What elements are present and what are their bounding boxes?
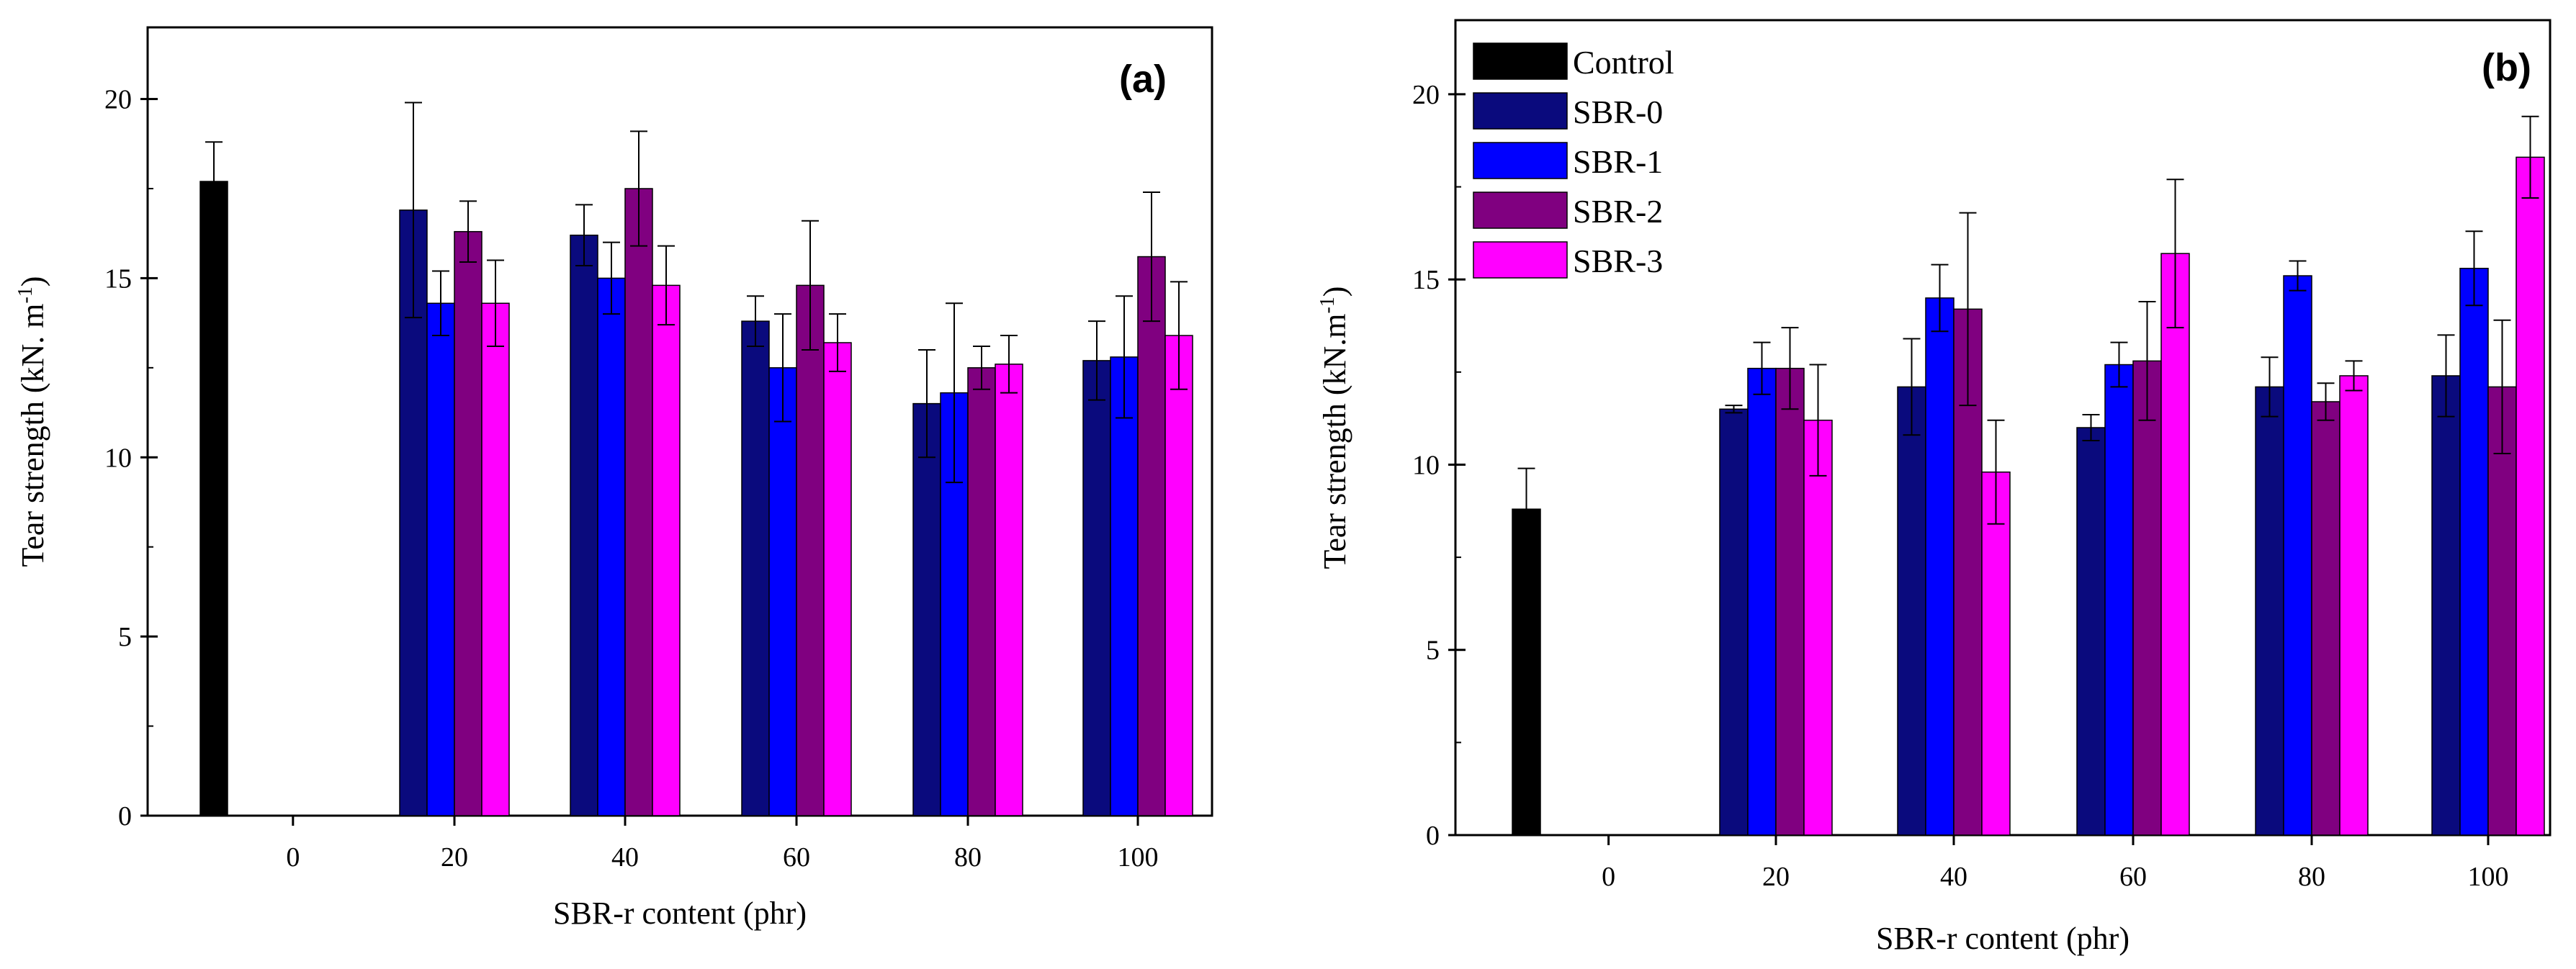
legend-label-sbr-1: SBR-1	[1573, 143, 1663, 180]
bar-sbr-2	[1775, 367, 1805, 836]
panel-label: (b)	[2482, 46, 2531, 89]
legend-label-sbr-0: SBR-0	[1573, 94, 1663, 130]
y-axis-title-main: Tear strength (kN. m	[15, 304, 50, 567]
y-tick-label: 20	[104, 85, 132, 115]
x-tick-label: 60	[2119, 862, 2147, 892]
legend-swatch-control	[1473, 42, 1568, 80]
chart-panel-b: 0 5 10 15 20 0 20 40 60 80 100 SBR-r content (phr) T…	[1316, 19, 2552, 956]
bar-sbr-2	[967, 367, 996, 816]
bar-sbr-3	[823, 342, 852, 816]
legend-label-control: Control	[1573, 44, 1674, 81]
x-tick-label: 0	[1602, 862, 1615, 892]
y-tick-label: 15	[104, 263, 132, 294]
y-tick-label: 0	[118, 801, 132, 831]
x-tick-label: 0	[286, 842, 300, 873]
bar-sbr-2	[1137, 256, 1166, 816]
x-tick-label: 100	[2468, 862, 2509, 892]
bar-sbr-2	[2132, 360, 2162, 836]
x-tick-label: 100	[1118, 842, 1159, 873]
bar-sbr-1	[1747, 367, 1777, 836]
bar-sbr-0	[570, 234, 598, 816]
bar-sbr-1	[2283, 275, 2312, 836]
legend-label-sbr-2: SBR-2	[1573, 193, 1663, 230]
bar-sbr-3	[1981, 471, 2011, 836]
y-tick-label: 5	[118, 622, 132, 652]
legend-label-sbr-3: SBR-3	[1573, 243, 1663, 279]
legend-swatch-sbr-0	[1473, 92, 1568, 130]
x-tick-label: 20	[441, 842, 468, 873]
x-tick-label: 40	[611, 842, 639, 873]
bar-sbr-0	[1082, 360, 1111, 816]
bar-sbr-3	[2516, 156, 2545, 836]
bar-sbr-2	[454, 230, 483, 816]
bar-sbr-3	[1803, 419, 1833, 836]
y-tick-label: 10	[1412, 450, 1440, 480]
x-axis-title: SBR-r content (phr)	[553, 896, 807, 931]
legend-swatch-sbr-3	[1473, 241, 1568, 279]
bar-sbr-1	[1925, 297, 1955, 836]
y-axis-title-superscript: -1	[14, 287, 37, 303]
bar-sbr-3	[652, 284, 681, 816]
bar-sbr-0	[2255, 386, 2284, 836]
legend-swatch-sbr-1	[1473, 142, 1568, 179]
bar-sbr-1	[597, 277, 626, 816]
y-axis-title-close: )	[15, 276, 50, 287]
bar-sbr-1	[1110, 356, 1139, 816]
y-axis-title-main: Tear strength (kN.m	[1317, 314, 1352, 569]
y-tick-label: 10	[104, 443, 132, 473]
y-axis-title: Tear strength (kN. m-1)	[14, 276, 50, 567]
x-axis-title: SBR-r content (phr)	[1876, 921, 2130, 956]
bar-sbr-2	[624, 188, 653, 816]
legend: Control SBR-0 SBR-1 SBR-2 SBR-3	[1473, 42, 1674, 279]
y-tick-label: 15	[1412, 265, 1440, 295]
y-axis-title: Tear strength (kN.m-1)	[1316, 287, 1352, 569]
bar-sbr-2	[796, 284, 825, 816]
bar-sbr-3	[2160, 253, 2190, 836]
bar-sbr-0	[912, 402, 941, 816]
y-axis-title-close: )	[1317, 287, 1352, 297]
bar-sbr-0	[2076, 427, 2106, 836]
bar-control	[1512, 508, 1541, 836]
panel-label: (a)	[1119, 58, 1167, 101]
bar-sbr-2	[2311, 401, 2341, 836]
x-tick-label: 40	[1940, 862, 1967, 892]
y-axis-title-superscript: -1	[1316, 297, 1339, 313]
y-tick-label: 0	[1426, 821, 1440, 851]
y-tick-label: 5	[1426, 636, 1440, 666]
x-tick-label: 60	[783, 842, 810, 873]
bar-sbr-3	[995, 364, 1023, 816]
x-tick-label: 80	[2298, 862, 2325, 892]
bar-sbr-1	[768, 367, 797, 816]
bar-sbr-3	[481, 302, 510, 816]
x-tick-label: 80	[954, 842, 982, 873]
bar-sbr-0	[2431, 375, 2461, 836]
bar-sbr-1	[2459, 267, 2489, 836]
bar-sbr-1	[426, 302, 455, 816]
y-tick-label: 20	[1412, 80, 1440, 110]
bar-sbr-0	[741, 320, 770, 816]
bar-sbr-3	[2339, 375, 2369, 836]
chart-panel-a: 0 5 10 15 20 0 20 40 60 80 100 SBR-r content (phr) T…	[14, 26, 1213, 931]
bar-sbr-0	[1719, 408, 1749, 836]
bar-sbr-3	[1164, 335, 1193, 816]
bar-control	[199, 181, 228, 816]
bar-sbr-0	[1897, 386, 1926, 836]
bar-sbr-1	[2104, 364, 2134, 836]
x-tick-label: 20	[1762, 862, 1790, 892]
legend-swatch-sbr-2	[1473, 191, 1568, 229]
